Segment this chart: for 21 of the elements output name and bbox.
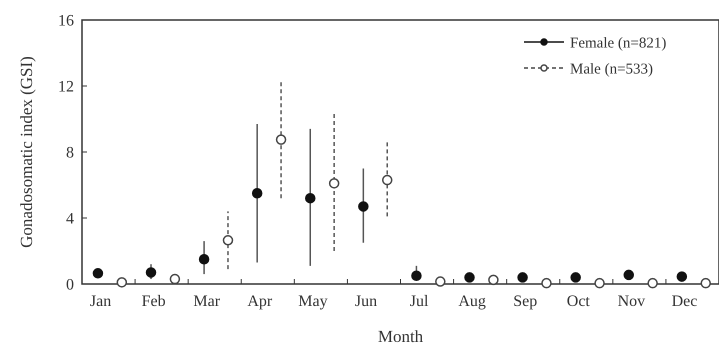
y-tick-label: 16 bbox=[58, 12, 74, 30]
x-tick-label: Sep bbox=[513, 293, 538, 310]
y-axis-title: Gonadosomatic index (GSI) bbox=[17, 56, 36, 248]
x-tick-label: Mar bbox=[193, 293, 221, 310]
x-tick-label: Apr bbox=[247, 293, 273, 310]
x-tick-label: Feb bbox=[142, 293, 166, 310]
x-tick-label: Dec bbox=[672, 293, 698, 310]
y-tick-label: 4 bbox=[66, 210, 74, 228]
y-tick-label: 12 bbox=[58, 78, 74, 96]
x-tick-label: May bbox=[298, 293, 328, 310]
x-tick-label: Jul bbox=[410, 293, 429, 310]
x-tick-label: Jan bbox=[90, 293, 112, 310]
y-tick-label: 0 bbox=[66, 276, 74, 294]
x-tick-label: Jun bbox=[354, 293, 378, 310]
x-tick-label: Aug bbox=[458, 293, 486, 310]
y-tick-label: 8 bbox=[66, 144, 74, 162]
x-tick-label: Oct bbox=[566, 293, 590, 310]
legend-label: Male (n=533) bbox=[570, 61, 654, 78]
legend-label: Female (n=821) bbox=[570, 35, 666, 52]
x-axis-title: Month bbox=[378, 327, 424, 346]
x-tick-label: Nov bbox=[618, 293, 646, 310]
